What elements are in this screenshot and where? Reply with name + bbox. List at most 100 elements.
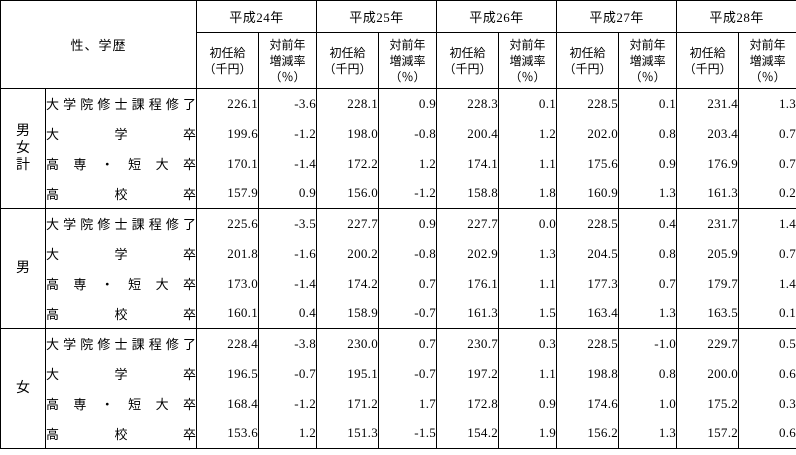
subheader-initial-salary: 初任給 （千円） [676,32,740,89]
value-cell: 0.1 [618,88,678,119]
value-cell: 176.1 [436,268,500,299]
value-cell: 227.7 [436,208,500,239]
corner-header: 性、学歴 [0,0,198,89]
value-cell: -1.0 [618,328,678,359]
row-group-total: 男女計 大学院修士課程修了 226.1 -3.6 228.1 0.9 228.3… [0,88,796,209]
group-label-text: 男女計 [16,124,30,173]
value-cell: -1.2 [258,388,318,419]
value-cell: 163.4 [556,298,620,329]
value-cell: 1.8 [498,178,558,209]
subheader-initial-salary: 初任給 （千円） [556,32,620,89]
value-cell: 0.7 [738,148,796,179]
value-cell: 0.3 [738,388,796,419]
year-header-h25: 平成25年 [316,0,438,33]
value-cell: 0.2 [738,178,796,209]
table-row: 高専・短大卒 168.4 -1.2 171.2 1.7 172.8 0.9 17… [1,388,796,419]
value-cell: 228.4 [196,328,260,359]
value-cell: 172.8 [436,388,500,419]
value-cell: 158.9 [316,298,380,329]
group-label-text: 女 [16,381,30,396]
value-cell: 197.2 [436,358,500,389]
table-row: 高校卒 153.6 1.2 151.3 -1.5 154.2 1.9 156.2… [1,418,796,449]
value-cell: 174.2 [316,268,380,299]
value-cell: 1.3 [618,418,678,449]
education-label-cell: 大学院修士課程修了 [44,328,198,359]
value-cell: 1.3 [498,238,558,269]
value-cell: 0.9 [498,388,558,419]
education-label-cell: 大学院修士課程修了 [44,208,198,239]
subheader-rate: 対前年 増減率 （％） [378,32,438,89]
value-cell: 0.3 [498,328,558,359]
education-label-cell: 高校卒 [44,418,198,449]
education-label: 大学卒 [46,127,197,142]
value-cell: 202.9 [436,238,500,269]
education-label-cell: 高専・短大卒 [44,388,198,419]
value-cell: 0.7 [378,268,438,299]
row-group-men: 男 大学院修士課程修了 225.6 -3.5 227.7 0.9 227.7 0… [0,208,796,329]
table-row: 高専・短大卒 173.0 -1.4 174.2 0.7 176.1 1.1 17… [1,268,796,299]
value-cell: 1.9 [498,418,558,449]
value-cell: 229.7 [676,328,740,359]
value-cell: 0.7 [378,328,438,359]
value-cell: 200.4 [436,118,500,149]
value-cell: -1.6 [258,238,318,269]
value-cell: 157.9 [196,178,260,209]
education-label: 高校卒 [46,186,197,202]
education-label: 大学院修士課程修了 [46,337,197,353]
value-cell: 0.7 [618,268,678,299]
value-cell: 0.4 [618,208,678,239]
value-cell: 200.2 [316,238,380,269]
value-cell: 231.4 [676,88,740,119]
row-group-label: 男女計 [0,88,46,209]
year-header-h28: 平成28年 [676,0,796,33]
value-cell: 200.0 [676,358,740,389]
group-label-text: 男 [16,261,30,276]
value-cell: -1.5 [378,418,438,449]
value-cell: 0.0 [498,208,558,239]
table-row: 高校卒 160.1 0.4 158.9 -0.7 161.3 1.5 163.4… [1,298,796,329]
value-cell: 177.3 [556,268,620,299]
value-cell: 0.8 [618,118,678,149]
value-cell: 1.2 [498,118,558,149]
year-header-h27: 平成27年 [556,0,678,33]
value-cell: 168.4 [196,388,260,419]
value-cell: 156.2 [556,418,620,449]
value-cell: 204.5 [556,238,620,269]
value-cell: 174.1 [436,148,500,179]
value-cell: -0.7 [378,358,438,389]
value-cell: 0.9 [378,208,438,239]
education-label: 大学卒 [46,247,197,262]
value-cell: 0.1 [738,298,796,329]
value-cell: 1.3 [738,88,796,119]
subheader-initial-salary: 初任給 （千円） [316,32,380,89]
value-cell: 156.0 [316,178,380,209]
subheader-rate: 対前年 増減率 （％） [258,32,318,89]
education-label-cell: 大学卒 [44,358,198,389]
value-cell: 228.1 [316,88,380,119]
subheader-initial-salary: 初任給 （千円） [436,32,500,89]
table-row: 男女計 大学院修士課程修了 226.1 -3.6 228.1 0.9 228.3… [0,88,796,209]
table-row: 大学卒 199.6 -1.2 198.0 -0.8 200.4 1.2 202.… [1,118,796,149]
value-cell: 151.3 [316,418,380,449]
value-cell: 1.0 [618,388,678,419]
education-label: 大学院修士課程修了 [46,97,197,113]
value-cell: 0.8 [618,238,678,269]
value-cell: 228.5 [556,208,620,239]
education-label-cell: 大学卒 [44,118,198,149]
education-label: 大学卒 [46,367,197,382]
value-cell: 1.1 [498,358,558,389]
value-cell: 1.1 [498,148,558,179]
row-group-label: 女 [0,328,46,449]
value-cell: -3.8 [258,328,318,359]
value-cell: 199.6 [196,118,260,149]
value-cell: 0.9 [378,88,438,119]
value-cell: 0.9 [618,148,678,179]
value-cell: -1.4 [258,268,318,299]
value-cell: 1.7 [378,388,438,419]
value-cell: 170.1 [196,148,260,179]
value-cell: -1.2 [378,178,438,209]
table-row: 大学卒 201.8 -1.6 200.2 -0.8 202.9 1.3 204.… [1,238,796,269]
education-label: 高専・短大卒 [46,277,196,292]
value-cell: 1.1 [498,268,558,299]
table-row: 高校卒 157.9 0.9 156.0 -1.2 158.8 1.8 160.9… [1,178,796,209]
